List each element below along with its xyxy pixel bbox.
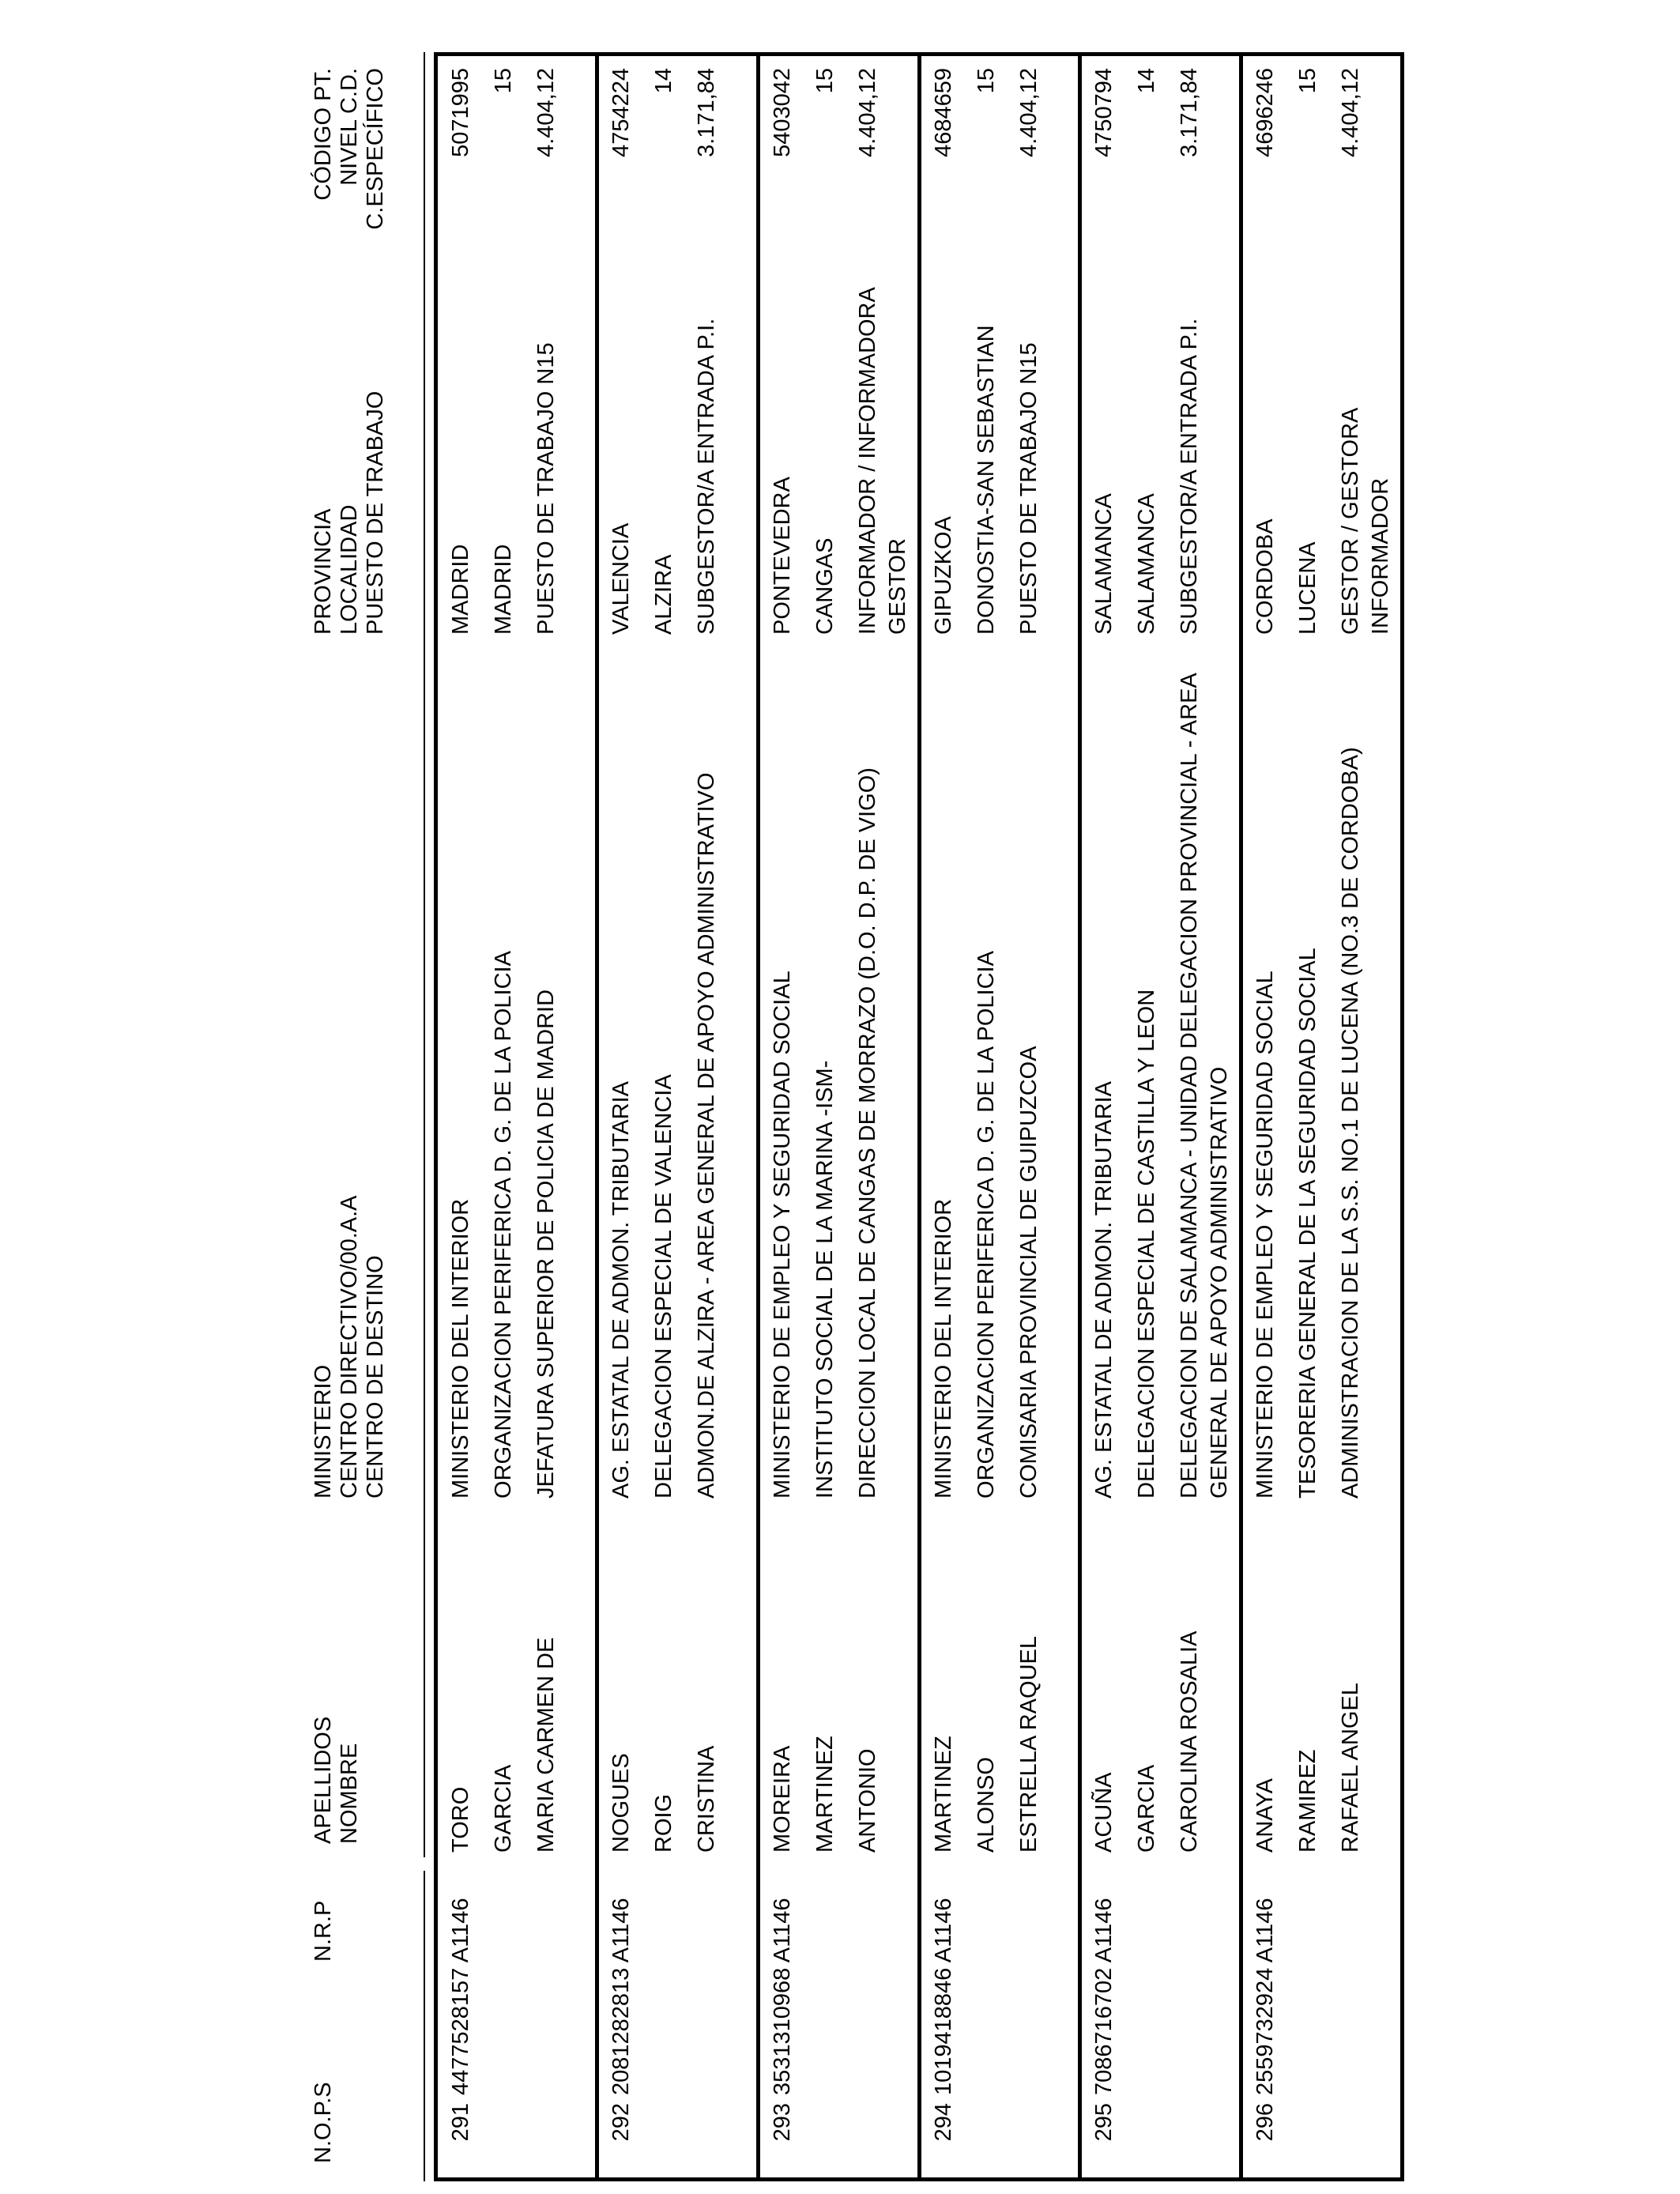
cell-nrp: 3531310968 A1146 xyxy=(770,1898,795,2095)
cell-codigo: 4684659 15 4.404,12 xyxy=(931,68,1042,157)
cell-apellidos-nombre: MARTINEZ ALONSO ESTRELLA RAQUEL xyxy=(931,1636,1042,1853)
cell-ministerio: MINISTERIO DEL INTERIOR ORGANIZACION PERI… xyxy=(931,951,1042,1498)
cell-nops: 292 xyxy=(608,2103,634,2142)
row-separator xyxy=(756,52,760,2181)
cell-ministerio: AG. ESTATAL DE ADMON. TRIBUTARIA DELEGACI… xyxy=(1091,673,1232,1498)
cell-nrp: 1019418846 A1146 xyxy=(931,1898,956,2095)
cell-codigo: 4750794 14 3.171,84 xyxy=(1091,68,1202,157)
cell-codigo: 5071995 15 4.404,12 xyxy=(448,68,559,157)
column-header-nrp: N.R.P xyxy=(311,1900,336,1962)
cell-apellidos-nombre: ACUÑA GARCIA CAROLINA ROSALIA xyxy=(1091,1630,1202,1853)
cell-nrp: 7086716702 A1146 xyxy=(1091,1898,1117,2095)
cell-apellidos-nombre: ANAYA RAMIREZ RAFAEL ANGEL xyxy=(1252,1683,1363,1853)
cell-nops: 291 xyxy=(448,2103,473,2142)
cell-codigo: 4696246 15 4.404,12 xyxy=(1252,68,1363,157)
cell-nops: 293 xyxy=(770,2103,795,2142)
header-rule-right xyxy=(424,52,425,1857)
cell-codigo: 4754224 14 3.171,84 xyxy=(608,68,719,157)
row-separator xyxy=(1239,52,1243,2181)
row-separator xyxy=(595,52,599,2181)
cell-nops: 296 xyxy=(1252,2103,1278,2142)
row-separator xyxy=(1078,52,1082,2181)
column-header-codigo: CÓDIGO PT. NIVEL C.D. C.ESPECÍFICO xyxy=(311,68,388,230)
header-rule-left xyxy=(424,1871,425,2181)
cell-nops: 294 xyxy=(931,2103,956,2142)
cell-nrp: 2559732924 A1146 xyxy=(1252,1898,1278,2095)
column-header-ministerio: MINISTERIO CENTRO DIRECTIVO/00.A.A CENTRO … xyxy=(311,1195,388,1498)
column-header-apellidos-nombre: APELLIDOS NOMBRE xyxy=(311,1716,362,1844)
cell-nops: 295 xyxy=(1091,2103,1117,2142)
cell-apellidos-nombre: TORO GARCIA MARIA CARMEN DE xyxy=(448,1637,559,1853)
cell-apellidos-nombre: MOREIRA MARTINEZ ANTONIO xyxy=(770,1736,880,1853)
cell-ministerio: MINISTERIO DE EMPLEO Y SEGURIDAD SOCIAL T… xyxy=(1252,747,1363,1498)
row-separator xyxy=(917,52,921,2181)
cell-ministerio: MINISTERIO DE EMPLEO Y SEGURIDAD SOCIAL I… xyxy=(770,767,880,1498)
cell-nrp: 2081282813 A1146 xyxy=(608,1898,634,2095)
cell-apellidos-nombre: NOGUES ROIG CRISTINA xyxy=(608,1745,719,1853)
cell-ministerio: MINISTERIO DEL INTERIOR ORGANIZACION PERI… xyxy=(448,951,559,1498)
cell-nrp: 4477528157 A1146 xyxy=(448,1898,473,2095)
column-header-nops: N.O.P.S xyxy=(311,2082,336,2163)
cell-ministerio: AG. ESTATAL DE ADMON. TRIBUTARIA DELEGACI… xyxy=(608,772,719,1498)
cell-codigo: 5403042 15 4.404,12 xyxy=(770,68,880,157)
